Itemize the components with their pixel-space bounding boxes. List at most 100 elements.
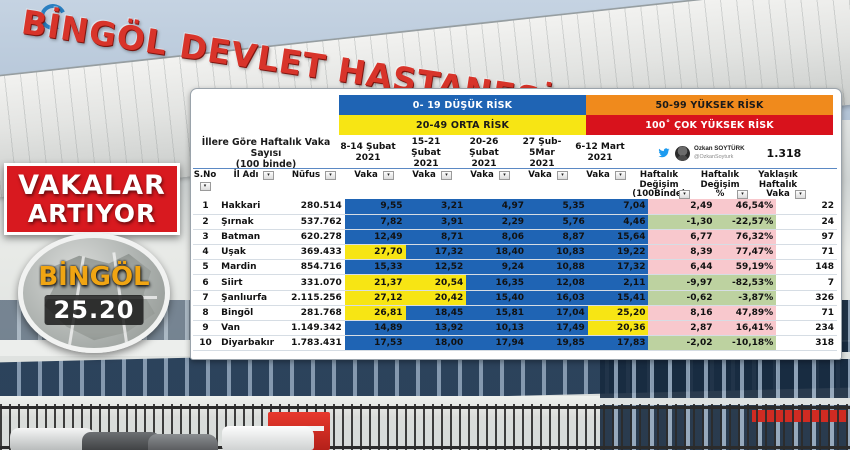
date-3-year: 2021 [471,158,497,169]
filter-icon-population[interactable]: ▾ [325,170,336,180]
header-sno: S.No ▾ [193,169,217,191]
weekly-change-pct: -22,57% [715,214,777,230]
header-cases-1: Vaka ▾ [337,169,395,181]
cases-week-2: 8,71 [405,229,467,246]
filter-icon-province[interactable]: ▾ [263,170,274,180]
table-row[interactable]: 7 Şanlıurfa 2.115.256 27,12 20,42 15,40 16,03 1… [193,290,837,306]
header-cases-5: Vaka ▾ [569,169,627,181]
header-change-pct-line-2: Değişim [700,179,740,190]
table-row[interactable]: 4 Uşak 369.433 27,70 17,32 18,40 10,83 19,22 8,3… [193,244,837,261]
weekly-change-abs: 6,44 [648,259,716,276]
parked-car-1 [10,428,96,450]
population: 2.115.256 [279,290,345,306]
author-credit[interactable]: Ozkan SOYTÜRK @OzkanSoyturk [657,145,745,161]
filter-icon-cases-2[interactable]: ▾ [441,170,452,180]
cases-week-5: 20,36 [587,320,649,337]
header-cases-3: Vaka ▾ [453,169,511,181]
cases-week-3: 15,81 [466,305,527,322]
date-column-4: 27 Şub-5Mar 2021 [513,137,571,170]
row-index: 4 [193,244,219,261]
header-cases-2-label: Vaka [412,170,436,180]
filter-icon-cases-3[interactable]: ▾ [499,170,510,180]
weekly-change-abs: 8,39 [648,244,716,261]
filter-icon-cases-5[interactable]: ▾ [615,170,626,180]
province-name: Batman [218,229,280,246]
headline-banner: VAKALAR ARTIYOR [4,163,180,235]
row-index: 8 [193,305,219,322]
cases-table: 1 Hakkari 280.514 9,55 3,21 4,97 5,35 7,04 2,49 4… [193,199,837,352]
filter-icon-sno[interactable]: ▾ [199,181,211,191]
table-title-line-2: (100 binde) [235,158,297,170]
population: 854.716 [279,259,345,276]
weekly-change-abs: -9,97 [648,274,716,291]
badge-incidence-value: 25.20 [44,295,144,325]
header-approx-line-1: Yaklaşık [758,170,798,180]
table-row[interactable]: 8 Bingöl 281.768 26,81 18,45 15,81 17,04 25,20 8… [193,305,837,322]
header-cases-4-label: Vaka [528,170,552,180]
filter-icon-cases-1[interactable]: ▾ [383,170,394,180]
approx-weekly-cases: 318 [776,335,837,352]
weekly-change-pct: 46,54% [715,199,777,215]
province-name: Şırnak [218,214,280,230]
table-row[interactable]: 2 Şırnak 537.762 7,82 3,91 2,29 5,76 4,46 -1,30-… [193,214,837,230]
cases-week-2: 17,32 [405,244,467,261]
population: 1.783.431 [279,335,345,352]
cases-week-5: 7,04 [587,199,649,215]
cases-week-5: 15,41 [587,290,649,306]
date-1-range: 8-14 Şubat [340,142,396,152]
weekly-change-abs: -2,02 [648,335,716,352]
approx-weekly-cases: 7 [776,274,837,291]
cases-week-3: 10,13 [466,320,527,337]
table-row[interactable]: 10 Diyarbakır 1.783.431 17,53 18,00 17,94 19,8… [193,335,837,352]
cases-week-1: 27,70 [344,244,406,261]
cases-week-5: 15,64 [587,229,649,246]
cases-week-2: 3,91 [405,214,467,230]
date-column-5: 6-12 Mart 2021 [571,142,629,164]
weekly-change-abs: 2,49 [648,199,716,215]
date-2-year: 2021 [413,158,439,169]
cases-week-1: 12,49 [344,229,406,246]
credit-name: Ozkan SOYTÜRK [694,145,745,152]
weekly-change-pct: 16,41% [715,320,777,337]
parked-car-3 [148,434,218,450]
headline-line-2: ARTIYOR [27,198,157,228]
header-change-pct-line-3: % [715,189,725,199]
credit-text: Ozkan SOYTÜRK @OzkanSoyturk [694,145,745,161]
table-row[interactable]: 6 Siirt 331.070 21,37 20,54 16,35 12,08 2,11 -9,… [193,274,837,291]
legend-very-high-risk: 100˚ ÇOK YÜKSEK RİSK [586,115,833,135]
header-province-label: İl Adı [233,170,259,180]
row-index: 9 [193,320,219,337]
filter-icon-approx[interactable]: ▾ [795,189,806,199]
cases-week-4: 8,87 [527,229,588,246]
cases-week-1: 7,82 [344,214,406,230]
table-row[interactable]: 1 Hakkari 280.514 9,55 3,21 4,97 5,35 7,04 2,49 4… [193,199,837,215]
cases-week-1: 21,37 [344,274,406,291]
row-index: 5 [193,259,219,276]
table-row[interactable]: 3 Batman 620.278 12,49 8,71 8,06 8,87 15,64 6,77… [193,229,837,246]
filter-icon-change-pct[interactable]: ▾ [737,189,748,199]
twitter-bird-icon [658,148,670,158]
cases-week-3: 17,94 [466,335,527,352]
filter-icon-change-abs[interactable]: ▾ [679,189,690,199]
white-van [222,426,314,450]
weekly-change-abs: -0,62 [648,290,716,306]
province-name: Mardin [218,259,280,276]
row-index: 3 [193,229,219,246]
cases-week-5: 25,20 [587,305,649,322]
approx-weekly-cases: 97 [776,229,837,246]
filter-icon-cases-4[interactable]: ▾ [557,170,568,180]
data-table-panel: 0- 19 DÜŞÜK RİSK 50-99 YÜKSEK RİSK 20-49… [190,88,842,360]
table-title: İllere Göre Haftalık Vaka Sayısı (100 bi… [193,137,339,170]
population: 280.514 [279,199,345,215]
cases-week-2: 18,45 [405,305,467,322]
table-row[interactable]: 9 Van 1.149.342 14,89 13,92 10,13 17,49 20,36 2,… [193,320,837,337]
header-sno-label: S.No [193,170,217,180]
legend-high-risk: 50-99 YÜKSEK RİSK [586,95,833,115]
cases-week-2: 18,00 [405,335,467,352]
cases-week-3: 2,29 [466,214,527,230]
province-name: Şanlıurfa [218,290,280,306]
table-row[interactable]: 5 Mardin 854.716 15,33 12,52 9,24 10,88 17,32 6,… [193,259,837,276]
legend-medium-risk: 20-49 ORTA RİSK [339,115,586,135]
date-2-range: 15-21 Şubat [411,136,441,158]
population: 331.070 [279,274,345,291]
